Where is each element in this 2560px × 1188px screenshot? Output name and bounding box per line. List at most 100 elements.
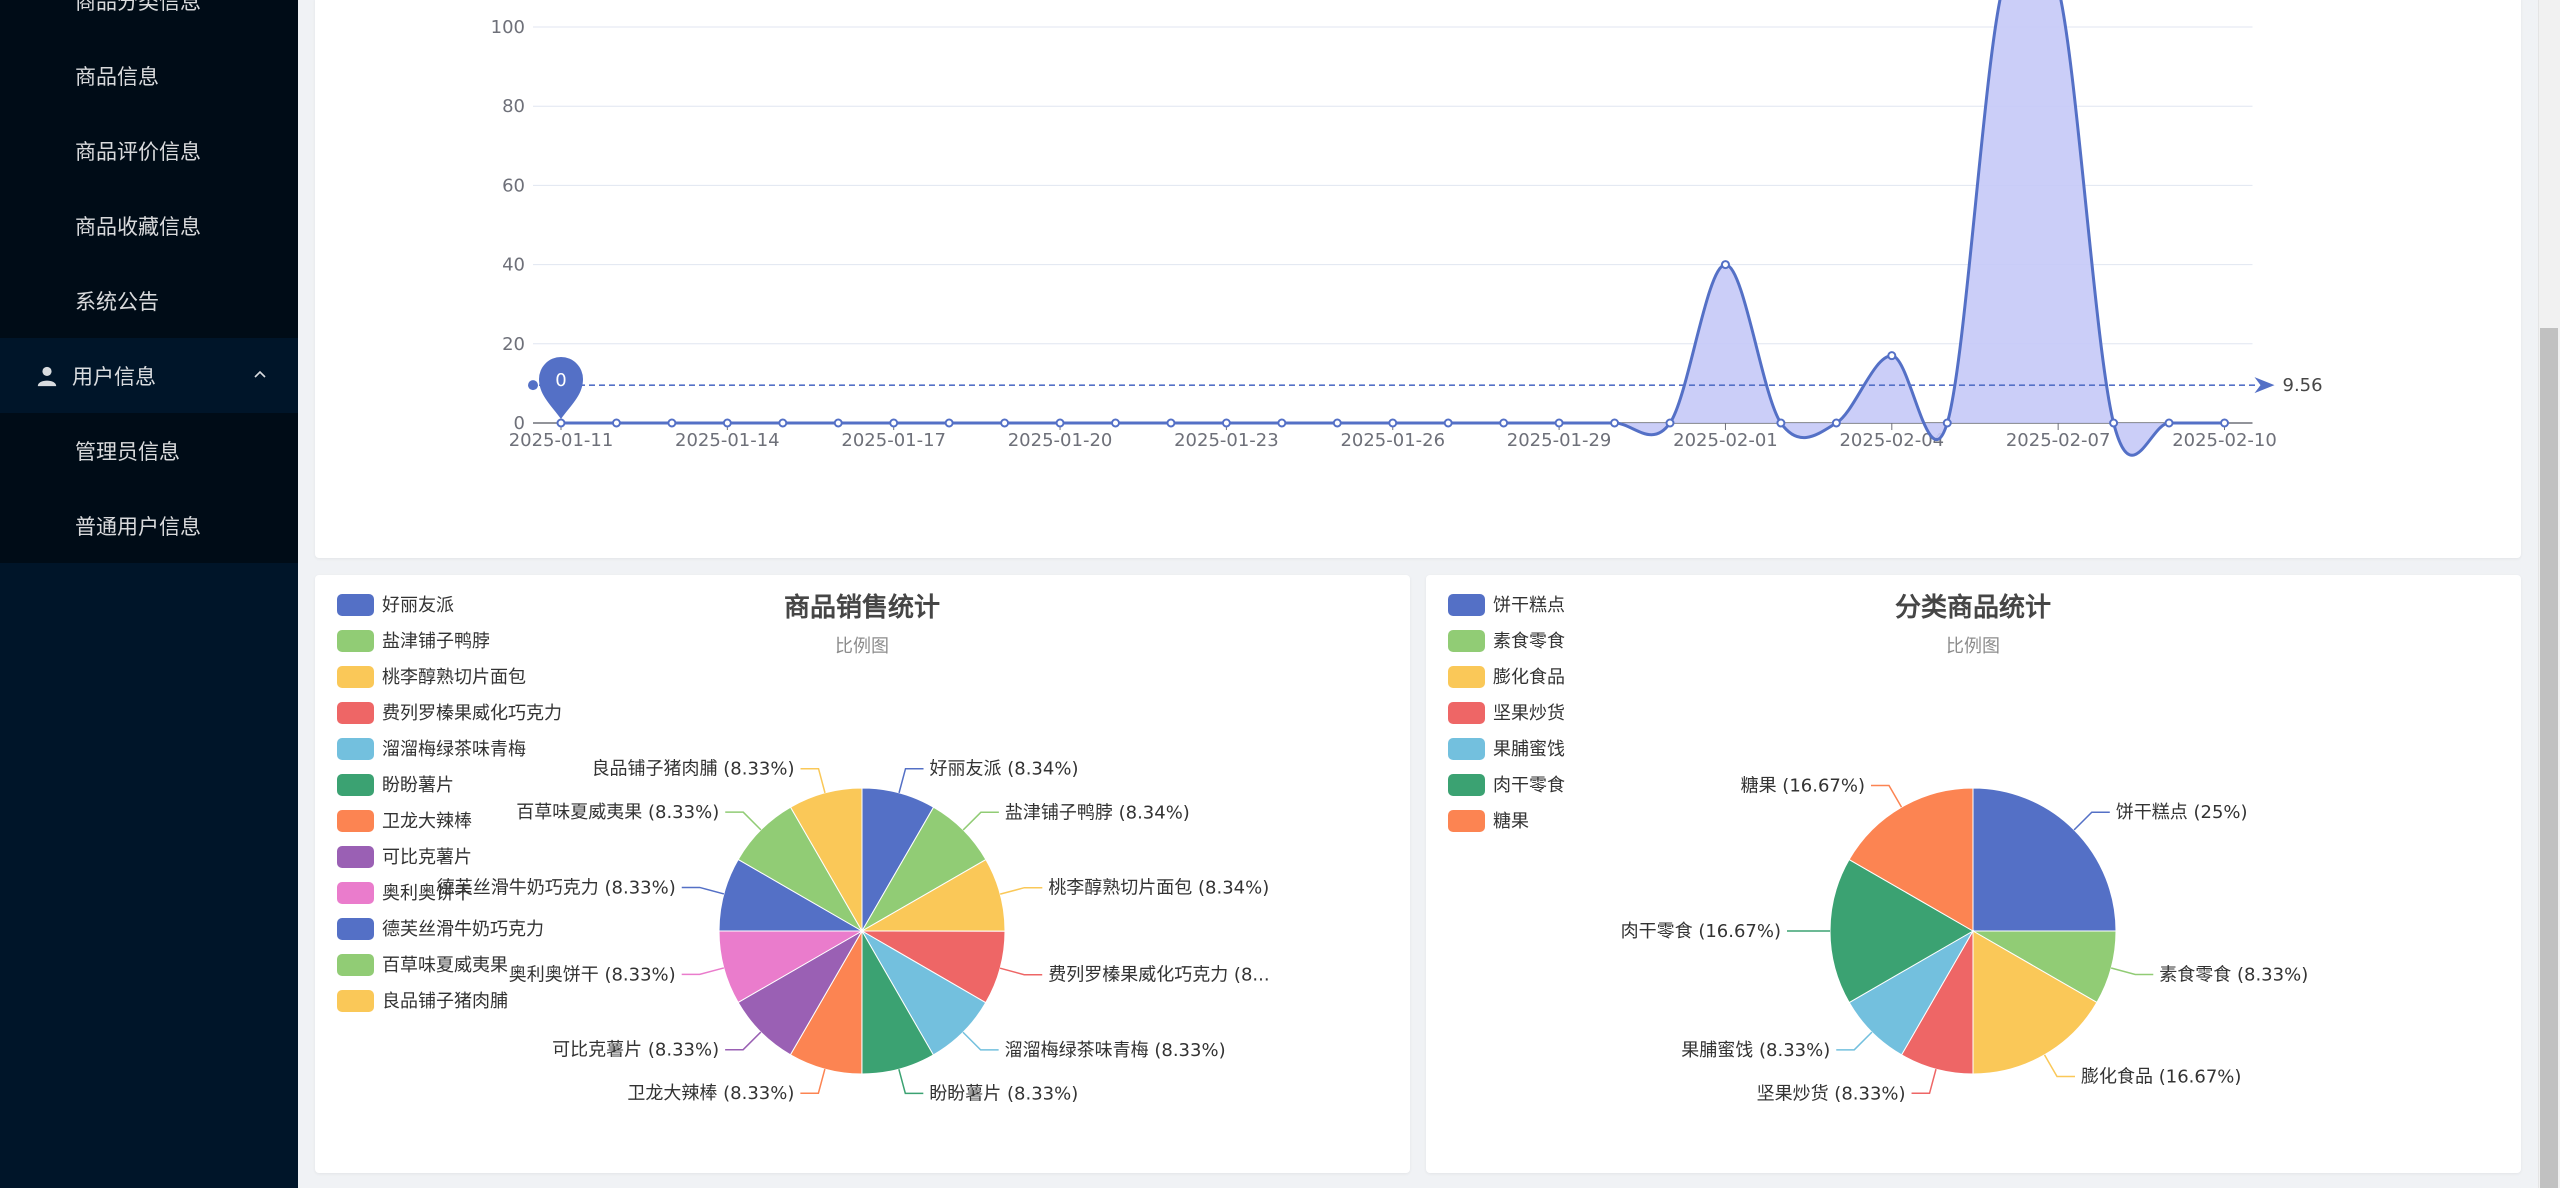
legend-swatch — [337, 666, 374, 688]
x-tick-label: 2025-01-20 — [1008, 430, 1113, 451]
pie-label-line — [681, 967, 725, 976]
legend-label: 溜溜梅绿茶味青梅 — [382, 739, 526, 760]
legend-swatch — [337, 918, 374, 940]
pie-label: 膨化食品 (16.67%) — [2081, 1066, 2241, 1087]
pie-label: 饼干糕点 (25%) — [2116, 802, 2248, 823]
chart-subtitle: 比例图 — [1946, 636, 2000, 657]
x-tick-label: 2025-01-14 — [675, 430, 780, 451]
legend-label: 好丽友派 — [382, 595, 454, 616]
user-icon — [37, 366, 57, 386]
pie-label: 可比克薯片 (8.33%) — [552, 1040, 719, 1061]
data-point — [667, 418, 677, 428]
sidebar-item-category[interactable]: 商品分类信息 — [0, 0, 298, 38]
data-point — [778, 418, 788, 428]
sidebar-item-normal-user[interactable]: 普通用户信息 — [0, 488, 298, 563]
pie-label: 奥利奥饼干 (8.33%) — [509, 964, 676, 985]
pie-label: 果脯蜜饯 (8.33%) — [1681, 1040, 1830, 1061]
pie-label-line — [725, 811, 762, 831]
sidebar-item-label: 商品分类信息 — [75, 0, 201, 14]
data-point — [833, 418, 843, 428]
series-area — [561, 0, 2225, 456]
y-tick-label: 0 — [514, 413, 525, 434]
data-point — [944, 418, 954, 428]
data-point — [556, 418, 566, 428]
legend-swatch — [1448, 702, 1485, 724]
mark-line-start — [528, 380, 538, 391]
data-point — [1055, 418, 1065, 428]
legend-swatch — [337, 882, 374, 904]
sidebar-group-user[interactable]: 用户信息 — [0, 338, 298, 413]
pie-label: 德芙丝滑牛奶巧克力 (8.33%) — [437, 877, 676, 898]
data-point — [1554, 418, 1564, 428]
legend-swatch — [1448, 594, 1485, 616]
pie-label-line — [962, 811, 999, 831]
pie-label: 费列罗榛果威化巧克力 (8... — [1048, 965, 1269, 986]
pie-label-line — [999, 886, 1043, 895]
legend-swatch — [1448, 774, 1485, 796]
chart-title: 分类商品统计 — [1895, 592, 2051, 623]
pie-label: 盼盼薯片 (8.33%) — [929, 1083, 1078, 1104]
pie-label-line — [1836, 1031, 1873, 1051]
pie-chart-sales: 商品销售统计 比例图 好丽友派盐津铺子鸭脖桃李醇熟切片面包费列罗榛果威化巧克力溜… — [337, 592, 1270, 1104]
legend-label: 盐津铺子鸭脖 — [382, 631, 490, 652]
mark-point-label: 0 — [555, 370, 566, 391]
pie-slice — [1972, 787, 2117, 932]
pie-label: 素食零食 (8.33%) — [2159, 964, 2308, 985]
legend-swatch — [337, 846, 374, 868]
pie-label-line — [962, 1031, 999, 1051]
pie-label-line — [999, 967, 1043, 976]
sidebar-item-notice[interactable]: 系统公告 — [0, 263, 298, 338]
mark-line-arrow — [2254, 377, 2275, 394]
legend-label: 饼干糕点 — [1493, 595, 1565, 616]
sidebar: 商品分类信息 商品信息 商品评价信息 商品收藏信息 系统公告 用户信息 管理员信… — [0, 0, 298, 1188]
submenu-user — [0, 413, 298, 563]
scrollbar-thumb[interactable] — [2540, 328, 2558, 1188]
pie-label: 卫龙大辣棒 (8.33%) — [627, 1083, 794, 1104]
series-group — [556, 0, 2229, 457]
legend-swatch — [337, 990, 374, 1012]
data-point — [1388, 418, 1398, 428]
data-point — [1443, 418, 1453, 428]
sidebar-item-favorites[interactable]: 商品收藏信息 — [0, 188, 298, 263]
data-point — [1610, 418, 1620, 428]
sidebar-item-label: 商品评价信息 — [75, 139, 201, 164]
pie-label-line — [2073, 811, 2110, 831]
pie-label: 溜溜梅绿茶味青梅 (8.33%) — [1005, 1040, 1226, 1061]
line-chart-card: 0 20 40 60 80 100 2025-01-11 2025-01-14 2025-01-… — [315, 0, 2521, 558]
legend-label: 糖果 — [1493, 811, 1529, 832]
legend-swatch — [337, 738, 374, 760]
line-chart: 0 20 40 60 80 100 2025-01-11 2025-01-14 2025-01-… — [491, 0, 2323, 457]
legend-label: 良品铺子猪肉脯 — [382, 991, 508, 1012]
sidebar-item-goods[interactable]: 商品信息 — [0, 38, 298, 113]
x-tick-label: 2025-01-23 — [1174, 430, 1279, 451]
legend-label: 膨化食品 — [1493, 667, 1565, 688]
legend-swatch — [1448, 630, 1485, 652]
data-point — [1499, 418, 1509, 428]
sidebar-item-admin[interactable]: 管理员信息 — [0, 413, 298, 488]
pie-chart-card-sales: 商品销售统计 比例图 好丽友派 盐津铺子鸭脖 桃李醇熟切片面包 费列罗榛果威化巧克力溜… — [315, 575, 1410, 1173]
data-point — [1000, 418, 1010, 428]
x-tick-label: 2025-01-26 — [1340, 430, 1445, 451]
legend-swatch — [337, 954, 374, 976]
chart-title: 商品销售统计 — [784, 592, 940, 623]
pie-label-line — [1870, 784, 1903, 808]
pie-label: 肉干零食 (16.67%) — [1621, 921, 1781, 942]
data-point — [889, 418, 899, 428]
legend-label: 百草味夏威夷果 — [382, 955, 508, 976]
pie-label-line — [800, 1068, 826, 1094]
data-point — [1111, 418, 1120, 428]
mark-point-pin — [539, 357, 583, 419]
sidebar-item-label: 系统公告 — [75, 289, 159, 314]
pie-label: 盐津铺子鸭脖 (8.34%) — [1005, 802, 1190, 823]
y-tick-label: 100 — [491, 17, 525, 38]
sidebar-item-reviews[interactable]: 商品评价信息 — [0, 113, 298, 188]
legend-label: 奥利奥饼干 — [382, 883, 472, 904]
y-tick-label: 60 — [502, 175, 525, 196]
legend-label: 坚果炒货 — [1493, 703, 1565, 724]
data-point — [611, 418, 621, 428]
legend-label: 盼盼薯片 — [382, 775, 454, 796]
legend-label: 德芙丝滑牛奶巧克力 — [382, 919, 544, 940]
data-point — [1277, 418, 1287, 428]
data-point — [2109, 418, 2119, 428]
data-point — [1776, 418, 1786, 428]
